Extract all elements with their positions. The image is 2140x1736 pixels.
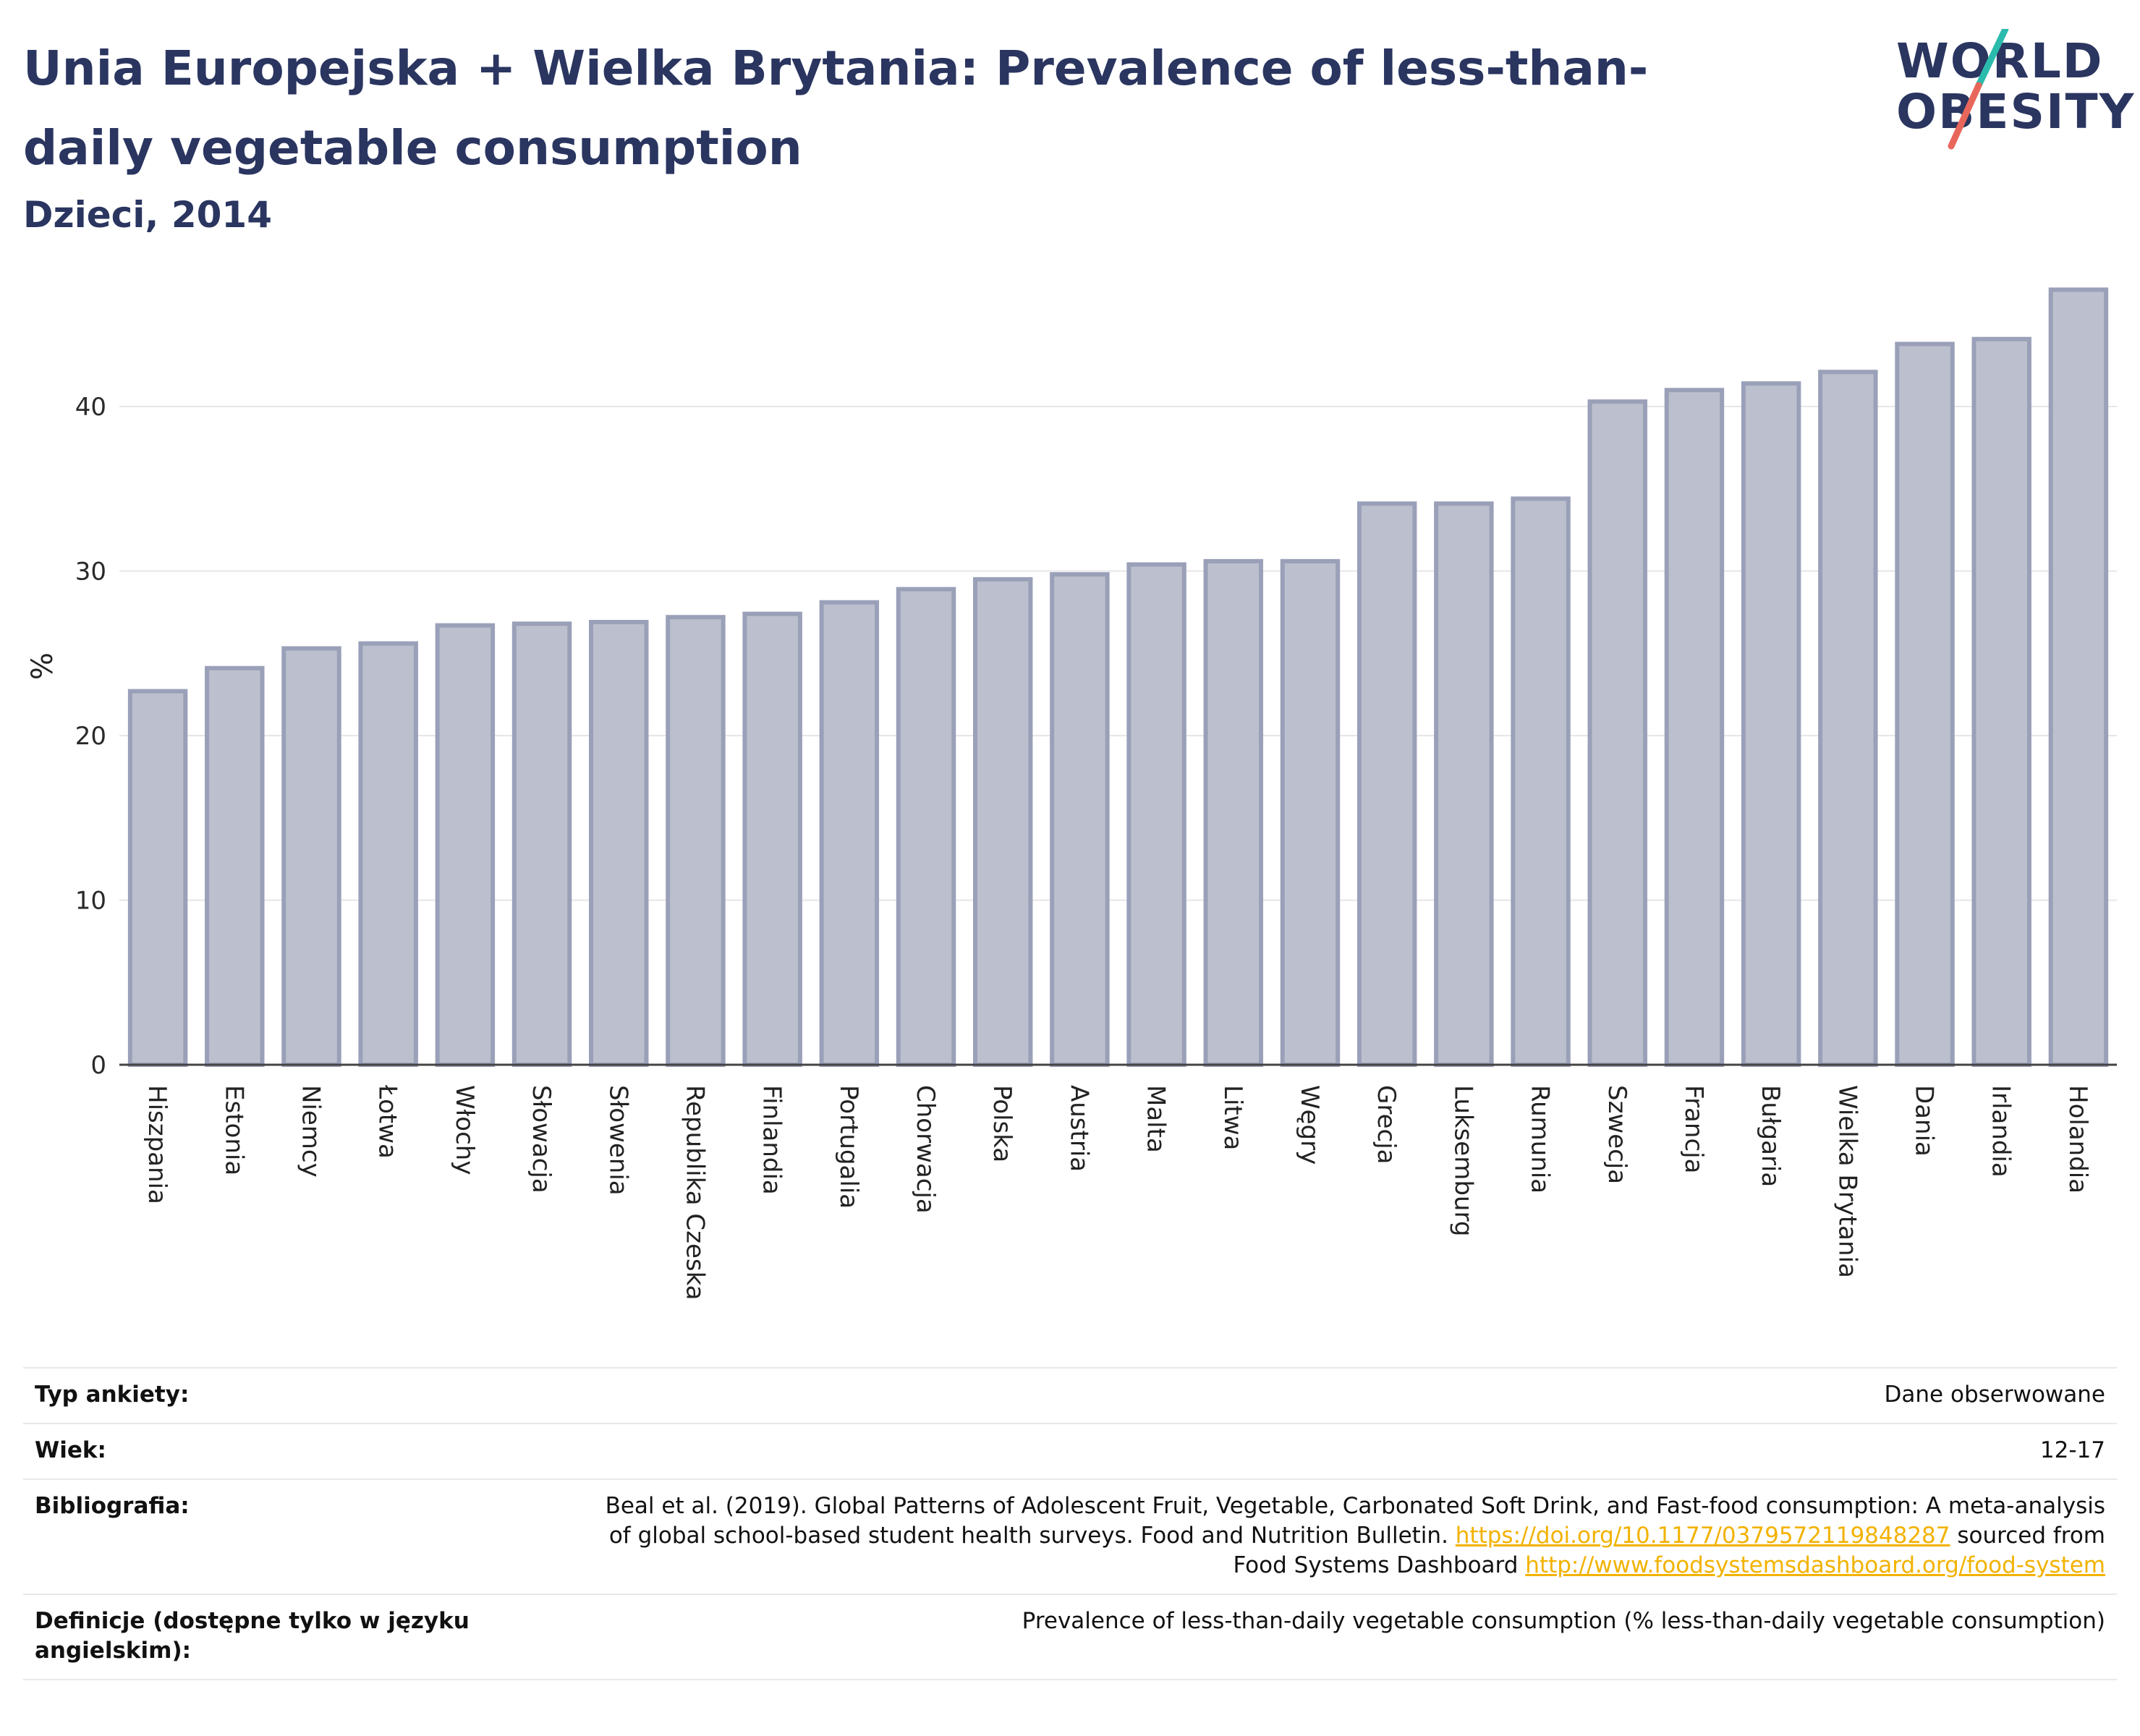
- bar-hiszpania: [127, 689, 188, 1067]
- bibliography-text-4: Food Systems Dashboard: [1233, 1552, 1519, 1578]
- bar-szwecja: [1587, 399, 1647, 1068]
- bar-grecja: [1356, 501, 1417, 1068]
- x-tick-label: Węgry: [1295, 1085, 1324, 1165]
- y-tick-label: 10: [75, 887, 106, 916]
- bibliography-value: Beal et al. (2019). Global Patterns of A…: [483, 1478, 2117, 1595]
- age-value: 12-17: [483, 1423, 2117, 1480]
- bar-łotwa: [358, 641, 418, 1067]
- x-tick-label: Malta: [1142, 1085, 1171, 1153]
- x-tick-label: Rumunia: [1526, 1085, 1555, 1194]
- bar-chart: 0 10 20 30 40% Hiszpania Estonia Niemcy Łotwa Wło…: [26, 287, 2117, 1301]
- bar-austria: [1050, 572, 1110, 1067]
- bar-estonia: [205, 665, 265, 1067]
- x-tick-label: Szwecja: [1602, 1085, 1631, 1184]
- x-tick-label: Łotwa: [373, 1084, 402, 1159]
- bar-litwa: [1203, 558, 1264, 1068]
- bar-irlandia: [1971, 336, 2031, 1068]
- bar-francja: [1664, 388, 1725, 1067]
- y-tick-label: 40: [75, 393, 106, 422]
- x-tick-label: Francja: [1679, 1085, 1708, 1173]
- bar-holandia: [2048, 287, 2109, 1068]
- bar-rumunia: [1511, 496, 1571, 1067]
- logo-word-obesity: OBESITY: [1896, 84, 2136, 140]
- bar-niemcy: [281, 646, 341, 1067]
- bibliography-text-1: Beal et al. (2019). Global Patterns of A…: [605, 1493, 2105, 1519]
- doi-link[interactable]: https://doi.org/10.1177/0379572119848287: [1455, 1523, 1950, 1549]
- page-title: Unia Europejska + Wielka Brytania: Preva…: [23, 41, 1649, 176]
- bar-bułgaria: [1741, 381, 1801, 1067]
- bar-finlandia: [742, 611, 802, 1067]
- logo-slash-icon: [1948, 29, 2009, 150]
- bar-republika-czeska: [666, 615, 726, 1067]
- x-tick-label: Słowenia: [603, 1085, 632, 1196]
- x-tick-label: Luksemburg: [1448, 1085, 1477, 1236]
- x-tick-label: Finlandia: [757, 1085, 786, 1195]
- bar-portugalia: [819, 600, 880, 1068]
- bar-chorwacja: [896, 587, 956, 1067]
- x-tick-label: Holandia: [2063, 1085, 2092, 1194]
- bar-polska: [972, 576, 1033, 1067]
- food-systems-link[interactable]: http://www.foodsystemsdashboard.org/food…: [1525, 1552, 2105, 1578]
- x-tick-label: Słowacja: [527, 1085, 556, 1194]
- x-tick-label: Chorwacja: [911, 1085, 940, 1214]
- x-tick-label: Włochy: [450, 1085, 479, 1175]
- x-tick-label: Grecja: [1372, 1085, 1401, 1164]
- bar-malta: [1126, 562, 1186, 1067]
- bar-słowenia: [589, 620, 649, 1067]
- bar-wielka-brytania: [1818, 370, 1878, 1068]
- x-tick-label: Estonia: [219, 1085, 248, 1175]
- x-tick-label: Bułgaria: [1756, 1085, 1785, 1187]
- x-tick-label: Niemcy: [296, 1085, 325, 1178]
- x-tick-label: Hiszpania: [143, 1085, 171, 1204]
- metadata-table: Typ ankiety: Dane obserwowane Wiek: 12-1…: [23, 1367, 2117, 1680]
- survey-type-value: Dane obserwowane: [483, 1367, 2117, 1424]
- x-tick-label: Polska: [988, 1085, 1016, 1162]
- bar-luksemburg: [1434, 501, 1494, 1068]
- y-tick-label: 20: [75, 722, 106, 751]
- bar-węgry: [1280, 558, 1341, 1068]
- y-axis-label: %: [26, 652, 59, 680]
- bar-dania: [1895, 341, 1955, 1068]
- bibliography-label: Bibliografia:: [23, 1478, 483, 1595]
- x-tick-label: Litwa: [1218, 1085, 1247, 1150]
- y-tick-label: 30: [75, 558, 106, 587]
- x-tick-label: Wielka Brytania: [1833, 1085, 1861, 1278]
- bibliography-text-2: of global school-based student health su…: [608, 1523, 1448, 1549]
- x-tick-label: Irlandia: [1987, 1085, 2016, 1178]
- survey-type-label: Typ ankiety:: [23, 1367, 483, 1424]
- bibliography-text-3: sourced from: [1957, 1523, 2105, 1549]
- x-tick-label: Republika Czeska: [680, 1085, 709, 1301]
- bar-włochy: [435, 623, 496, 1067]
- y-tick-label: 0: [90, 1051, 106, 1080]
- definitions-label: Definicje (dostępne tylko w języku angie…: [23, 1594, 483, 1680]
- page-subtitle: Dzieci, 2014: [23, 194, 272, 236]
- meta-row-definitions: Definicje (dostępne tylko w języku angie…: [23, 1594, 2117, 1680]
- x-tick-label: Dania: [1910, 1085, 1939, 1157]
- world-obesity-logo: WORLD OBESITY: [1885, 29, 2133, 152]
- meta-row-bibliography: Bibliografia: Beal et al. (2019). Global…: [23, 1478, 2117, 1595]
- meta-row-survey: Typ ankiety: Dane obserwowane: [23, 1367, 2117, 1424]
- definitions-value: Prevalence of less-than-daily vegetable …: [483, 1594, 2117, 1680]
- age-label: Wiek:: [23, 1423, 483, 1480]
- bar-słowacja: [511, 621, 572, 1067]
- x-tick-label: Portugalia: [834, 1085, 863, 1209]
- x-tick-label: Austria: [1064, 1085, 1093, 1172]
- meta-row-age: Wiek: 12-17: [23, 1423, 2117, 1480]
